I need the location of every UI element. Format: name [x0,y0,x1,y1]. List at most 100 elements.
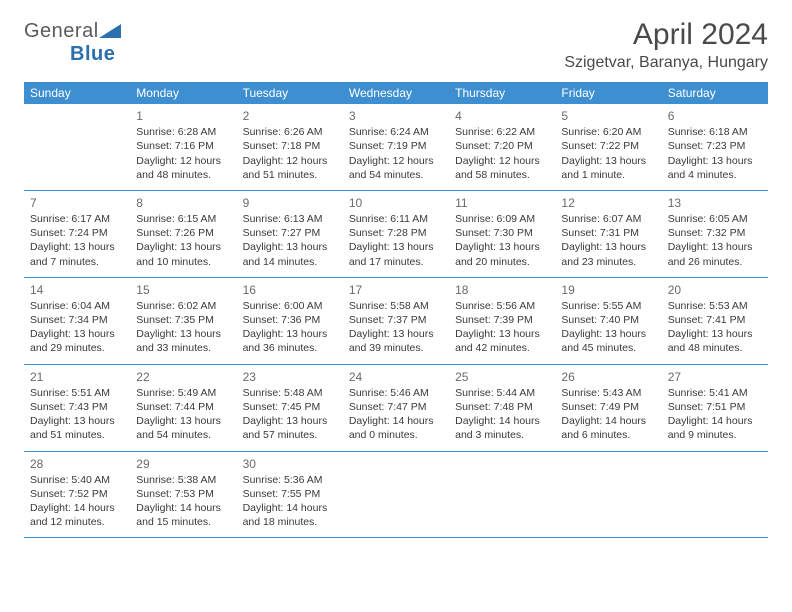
day-cell: 28Sunrise: 5:40 AMSunset: 7:52 PMDayligh… [24,452,130,538]
sunset-line: Sunset: 7:23 PM [668,139,762,153]
sunrise-line: Sunrise: 6:00 AM [243,299,337,313]
page-title: April 2024 [564,18,768,52]
sunset-line: Sunset: 7:19 PM [349,139,443,153]
sunrise-line: Sunrise: 6:26 AM [243,125,337,139]
daylight-line: Daylight: 14 hours and 9 minutes. [668,414,762,442]
daylight-line: Daylight: 13 hours and 48 minutes. [668,327,762,355]
day-number: 20 [668,282,762,298]
day-cell: 26Sunrise: 5:43 AMSunset: 7:49 PMDayligh… [555,365,661,451]
daylight-line: Daylight: 13 hours and 33 minutes. [136,327,230,355]
sunset-line: Sunset: 7:31 PM [561,226,655,240]
sunset-line: Sunset: 7:18 PM [243,139,337,153]
sunset-line: Sunset: 7:28 PM [349,226,443,240]
daylight-line: Daylight: 13 hours and 14 minutes. [243,240,337,268]
week-row: 28Sunrise: 5:40 AMSunset: 7:52 PMDayligh… [24,452,768,539]
day-number: 17 [349,282,443,298]
weekday-header: Tuesday [237,82,343,104]
weekday-header: Sunday [24,82,130,104]
location-label: Szigetvar, Baranya, Hungary [564,54,768,72]
daylight-line: Daylight: 13 hours and 57 minutes. [243,414,337,442]
sunset-line: Sunset: 7:40 PM [561,313,655,327]
sunrise-line: Sunrise: 6:24 AM [349,125,443,139]
day-number: 5 [561,108,655,124]
week-row: 21Sunrise: 5:51 AMSunset: 7:43 PMDayligh… [24,365,768,452]
sunset-line: Sunset: 7:37 PM [349,313,443,327]
day-cell: 3Sunrise: 6:24 AMSunset: 7:19 PMDaylight… [343,104,449,190]
day-cell: 1Sunrise: 6:28 AMSunset: 7:16 PMDaylight… [130,104,236,190]
day-cell: 18Sunrise: 5:56 AMSunset: 7:39 PMDayligh… [449,278,555,364]
day-cell: 22Sunrise: 5:49 AMSunset: 7:44 PMDayligh… [130,365,236,451]
sunrise-line: Sunrise: 5:56 AM [455,299,549,313]
day-cell: 23Sunrise: 5:48 AMSunset: 7:45 PMDayligh… [237,365,343,451]
sunrise-line: Sunrise: 5:51 AM [30,386,124,400]
day-number: 28 [30,456,124,472]
daylight-line: Daylight: 13 hours and 4 minutes. [668,154,762,182]
sunrise-line: Sunrise: 5:41 AM [668,386,762,400]
day-number: 26 [561,369,655,385]
sunrise-line: Sunrise: 6:09 AM [455,212,549,226]
day-number: 27 [668,369,762,385]
sunrise-line: Sunrise: 6:02 AM [136,299,230,313]
day-cell: 30Sunrise: 5:36 AMSunset: 7:55 PMDayligh… [237,452,343,538]
sunset-line: Sunset: 7:49 PM [561,400,655,414]
day-cell: 21Sunrise: 5:51 AMSunset: 7:43 PMDayligh… [24,365,130,451]
day-cell: 4Sunrise: 6:22 AMSunset: 7:20 PMDaylight… [449,104,555,190]
day-number: 15 [136,282,230,298]
daylight-line: Daylight: 13 hours and 1 minute. [561,154,655,182]
daylight-line: Daylight: 12 hours and 58 minutes. [455,154,549,182]
sunset-line: Sunset: 7:30 PM [455,226,549,240]
day-cell: 24Sunrise: 5:46 AMSunset: 7:47 PMDayligh… [343,365,449,451]
day-cell: 16Sunrise: 6:00 AMSunset: 7:36 PMDayligh… [237,278,343,364]
day-number: 30 [243,456,337,472]
sunset-line: Sunset: 7:45 PM [243,400,337,414]
weekday-header: Thursday [449,82,555,104]
day-number: 14 [30,282,124,298]
day-cell: 29Sunrise: 5:38 AMSunset: 7:53 PMDayligh… [130,452,236,538]
sunset-line: Sunset: 7:27 PM [243,226,337,240]
daylight-line: Daylight: 13 hours and 23 minutes. [561,240,655,268]
day-number: 29 [136,456,230,472]
sunrise-line: Sunrise: 6:11 AM [349,212,443,226]
sunset-line: Sunset: 7:48 PM [455,400,549,414]
day-cell [555,452,661,538]
week-row: 14Sunrise: 6:04 AMSunset: 7:34 PMDayligh… [24,278,768,365]
day-number: 4 [455,108,549,124]
day-number: 2 [243,108,337,124]
sunrise-line: Sunrise: 6:28 AM [136,125,230,139]
logo: General Blue [24,20,121,66]
daylight-line: Daylight: 13 hours and 39 minutes. [349,327,443,355]
day-cell: 2Sunrise: 6:26 AMSunset: 7:18 PMDaylight… [237,104,343,190]
sunrise-line: Sunrise: 6:17 AM [30,212,124,226]
sunrise-line: Sunrise: 5:43 AM [561,386,655,400]
week-row: 1Sunrise: 6:28 AMSunset: 7:16 PMDaylight… [24,104,768,191]
day-number: 24 [349,369,443,385]
daylight-line: Daylight: 14 hours and 0 minutes. [349,414,443,442]
sunset-line: Sunset: 7:55 PM [243,487,337,501]
sunrise-line: Sunrise: 5:36 AM [243,473,337,487]
sunset-line: Sunset: 7:51 PM [668,400,762,414]
day-cell: 8Sunrise: 6:15 AMSunset: 7:26 PMDaylight… [130,191,236,277]
day-number: 8 [136,195,230,211]
day-cell: 13Sunrise: 6:05 AMSunset: 7:32 PMDayligh… [662,191,768,277]
day-cell [343,452,449,538]
sunrise-line: Sunrise: 5:44 AM [455,386,549,400]
daylight-line: Daylight: 12 hours and 54 minutes. [349,154,443,182]
sunset-line: Sunset: 7:20 PM [455,139,549,153]
logo-triangle-icon [99,22,121,43]
sunrise-line: Sunrise: 6:22 AM [455,125,549,139]
day-number: 9 [243,195,337,211]
day-cell: 12Sunrise: 6:07 AMSunset: 7:31 PMDayligh… [555,191,661,277]
day-number: 1 [136,108,230,124]
day-number: 11 [455,195,549,211]
sunrise-line: Sunrise: 6:18 AM [668,125,762,139]
day-cell: 17Sunrise: 5:58 AMSunset: 7:37 PMDayligh… [343,278,449,364]
day-cell: 9Sunrise: 6:13 AMSunset: 7:27 PMDaylight… [237,191,343,277]
daylight-line: Daylight: 13 hours and 7 minutes. [30,240,124,268]
daylight-line: Daylight: 14 hours and 12 minutes. [30,501,124,529]
daylight-line: Daylight: 13 hours and 26 minutes. [668,240,762,268]
logo-text-b: Blue [70,43,115,65]
day-cell [662,452,768,538]
day-number: 13 [668,195,762,211]
day-cell: 5Sunrise: 6:20 AMSunset: 7:22 PMDaylight… [555,104,661,190]
sunset-line: Sunset: 7:47 PM [349,400,443,414]
